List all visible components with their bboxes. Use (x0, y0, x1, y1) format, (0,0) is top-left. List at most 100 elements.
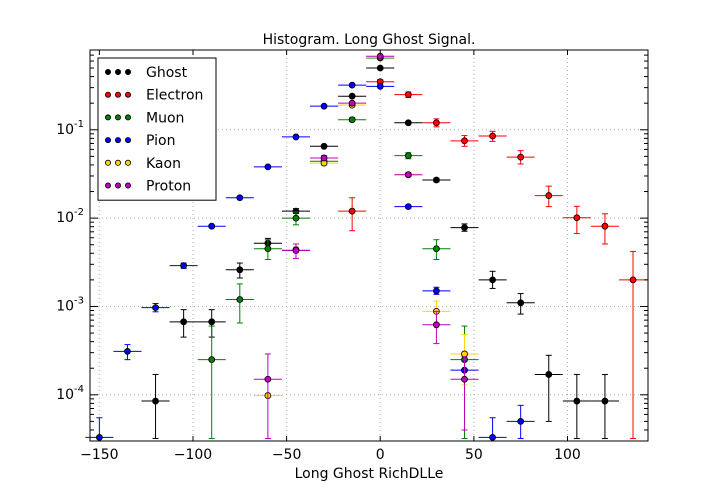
data-point (310, 142, 339, 150)
data-marker (489, 433, 496, 441)
y-tick-exponent: -3 (74, 295, 84, 306)
data-marker (545, 192, 553, 199)
data-marker (517, 153, 525, 161)
legend-label: Muon (146, 110, 184, 126)
data-point (169, 309, 198, 338)
x-tick-label: 0 (376, 447, 385, 463)
x-tick-label: 50 (465, 447, 483, 463)
data-point (562, 205, 591, 234)
data-point (422, 118, 451, 128)
y-tick-exponent: -1 (74, 119, 84, 130)
data-marker (348, 207, 356, 215)
data-point (281, 211, 311, 226)
data-point (366, 82, 395, 90)
data-point (394, 203, 423, 211)
legend-marker (115, 69, 122, 76)
data-marker (208, 222, 216, 230)
data-marker (152, 304, 159, 312)
data-point (281, 133, 311, 141)
data-point (534, 185, 563, 208)
data-point (253, 353, 282, 440)
legend-marker (115, 182, 122, 189)
data-marker (517, 418, 525, 425)
data-marker (292, 247, 300, 254)
data-marker (152, 397, 159, 405)
data-point (113, 344, 142, 361)
data-marker (433, 321, 440, 329)
data-marker (404, 119, 412, 127)
data-point (422, 239, 451, 261)
data-marker (433, 176, 440, 184)
legend-label: Kaon (146, 156, 181, 172)
data-point (197, 222, 226, 230)
data-point (338, 81, 367, 89)
x-tick-label: −100 (174, 447, 212, 463)
legend-marker (115, 159, 122, 166)
data-marker (348, 116, 356, 124)
data-marker (601, 222, 609, 230)
data-marker (545, 371, 553, 378)
data-marker (461, 137, 468, 145)
data-point (225, 283, 254, 324)
series-electron (338, 78, 648, 440)
data-point (281, 243, 311, 259)
legend-marker (105, 159, 112, 166)
data-point (141, 373, 170, 440)
data-marker (376, 82, 384, 90)
data-point (422, 310, 451, 345)
data-point (141, 303, 170, 313)
y-tick-exponent: -4 (74, 384, 84, 395)
series-proton (253, 52, 479, 440)
data-marker (124, 347, 131, 355)
data-marker (489, 132, 496, 140)
data-point (590, 213, 619, 245)
x-tick-label: 100 (554, 447, 581, 463)
legend-marker (105, 69, 112, 76)
data-point (506, 404, 535, 440)
data-marker (236, 266, 244, 274)
data-point (450, 356, 479, 431)
data-point (338, 99, 367, 107)
data-point (366, 64, 395, 72)
legend: Ghost Electron Muon Pion Kaon Proton (97, 57, 217, 201)
data-marker (292, 214, 300, 222)
x-axis-title: Long Ghost RichDLLe (295, 466, 444, 482)
data-marker (180, 262, 188, 270)
legend-marker (105, 114, 112, 121)
legend-marker (115, 91, 122, 98)
data-point (422, 286, 451, 295)
data-marker (320, 102, 328, 110)
data-marker (376, 64, 384, 72)
data-marker (236, 194, 244, 202)
data-marker (404, 152, 412, 160)
data-point (534, 354, 563, 422)
data-marker (461, 375, 468, 383)
data-point (618, 250, 648, 440)
data-marker (320, 142, 328, 150)
data-point (506, 150, 535, 165)
data-marker (573, 397, 581, 405)
legend-marker (105, 91, 112, 98)
data-marker (264, 245, 272, 253)
plot-frame (89, 49, 649, 442)
data-point (338, 116, 367, 124)
data-marker (348, 81, 356, 89)
legend-box (97, 57, 217, 201)
data-point (506, 293, 535, 315)
legend-item-kaon: Kaon (105, 156, 181, 172)
data-marker (292, 133, 300, 141)
data-point (478, 270, 507, 289)
legend-item-pion: Pion (105, 133, 175, 149)
data-point (394, 171, 423, 179)
x-tick-label: −150 (80, 447, 118, 463)
data-marker (573, 214, 581, 222)
data-point (394, 152, 423, 160)
data-marker (264, 375, 272, 383)
chart-title: Histogram. Long Ghost Signal. (263, 32, 476, 48)
data-marker (236, 296, 244, 303)
data-point (478, 130, 507, 142)
legend-marker (125, 114, 132, 121)
legend-marker (115, 114, 122, 121)
data-marker (404, 91, 412, 99)
data-marker (208, 356, 216, 364)
